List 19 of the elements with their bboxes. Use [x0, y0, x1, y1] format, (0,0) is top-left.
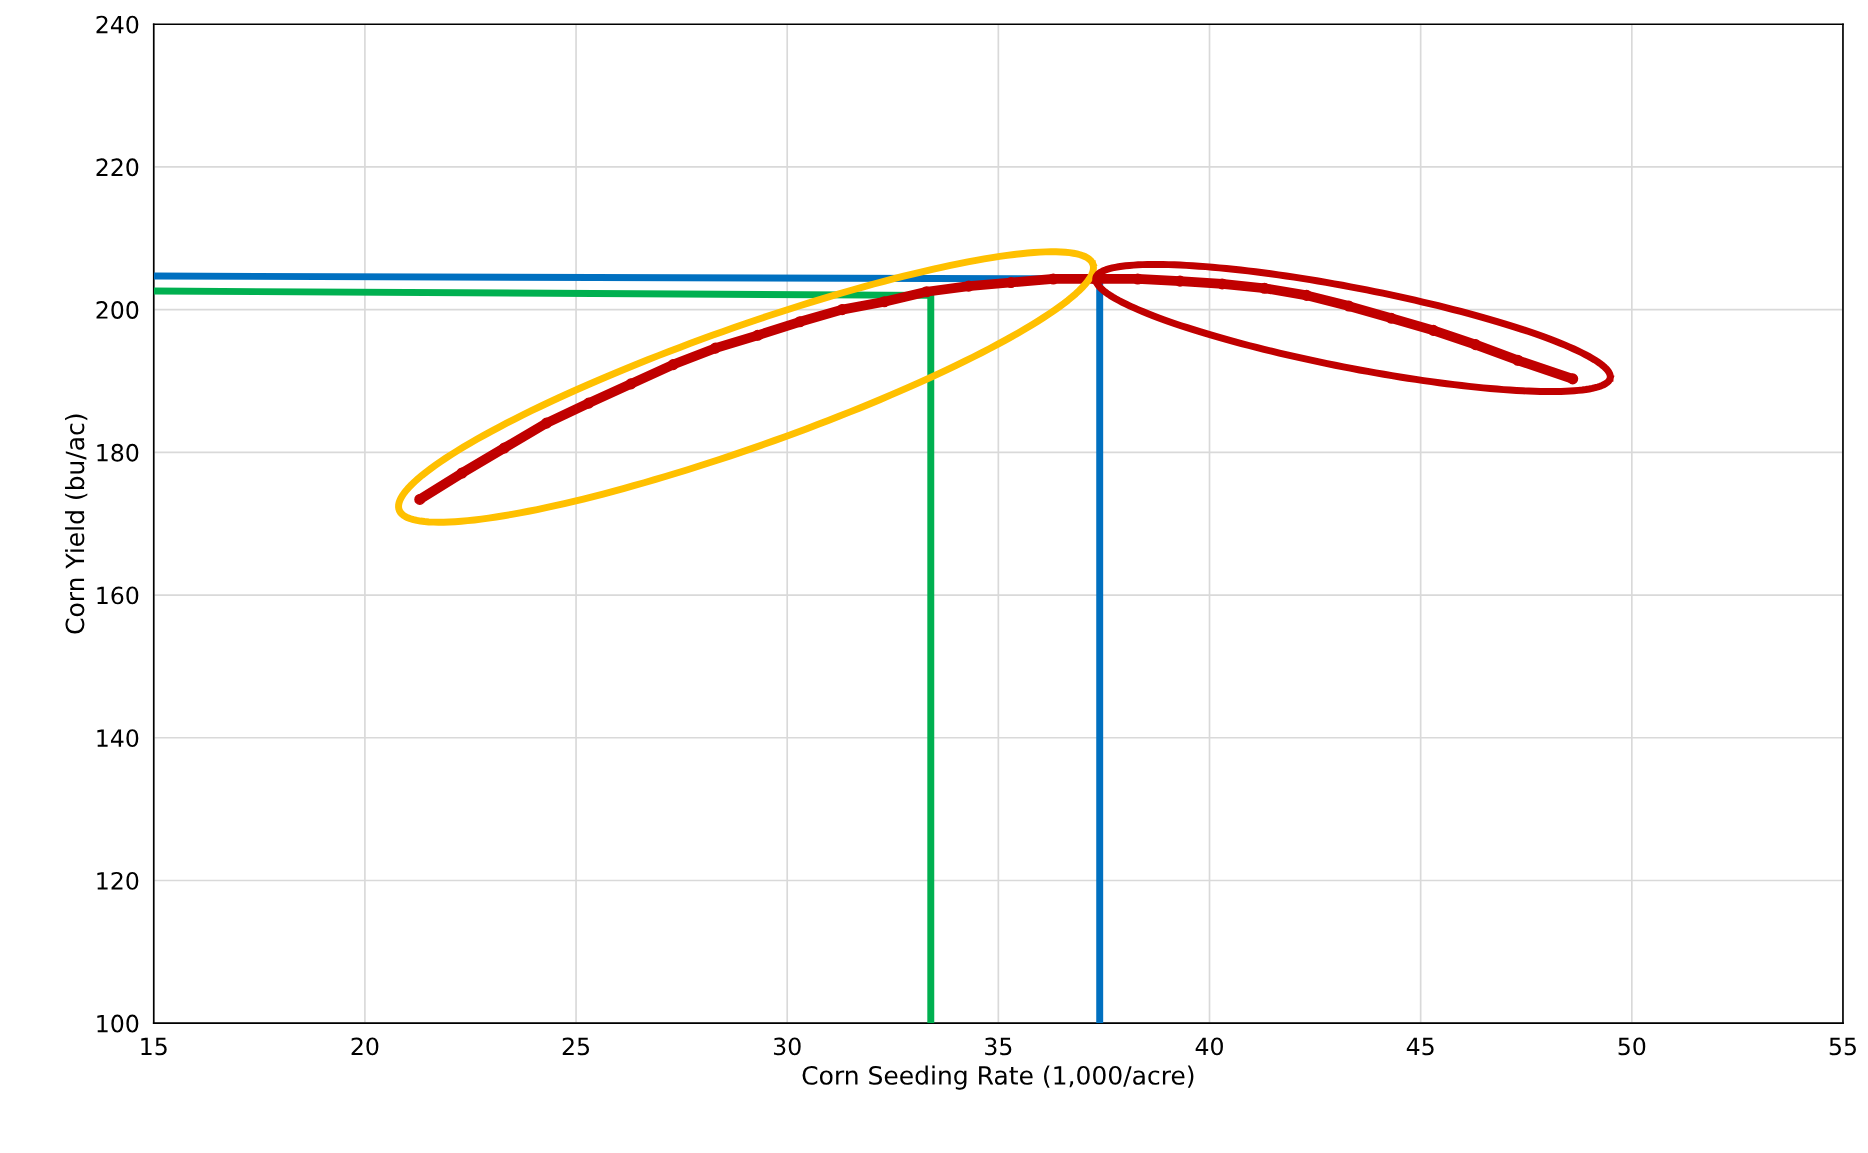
x-tick-label: 55	[1829, 1037, 1856, 1056]
y-tick-label: 100	[97, 1014, 139, 1033]
y-tick-label: 200	[96, 301, 139, 319]
x-axis-title: Corn Seeding Rate (1,000/acre)	[802, 1065, 1194, 1090]
x-tick-label: 45	[1406, 1037, 1434, 1056]
x-tick-label: 35	[985, 1037, 1012, 1056]
y-tick-label: 240	[96, 15, 139, 34]
x-tick-label: 20	[351, 1037, 379, 1056]
y-tick-label: 120	[97, 871, 139, 890]
x-tick-label: 30	[773, 1037, 801, 1056]
y-tick-label: 140	[97, 729, 139, 748]
x-tick-label: 15	[141, 1037, 167, 1056]
x-tick-label: 50	[1618, 1037, 1646, 1056]
y-axis-title: Corn Yield (bu/ac)	[65, 414, 88, 634]
y-tick-label: 220	[96, 158, 139, 177]
x-tick-label: 40	[1195, 1037, 1223, 1056]
y-tick-label: 160	[97, 586, 139, 605]
x-tick-label: 25	[562, 1037, 589, 1056]
y-tick-label: 180	[97, 443, 139, 462]
